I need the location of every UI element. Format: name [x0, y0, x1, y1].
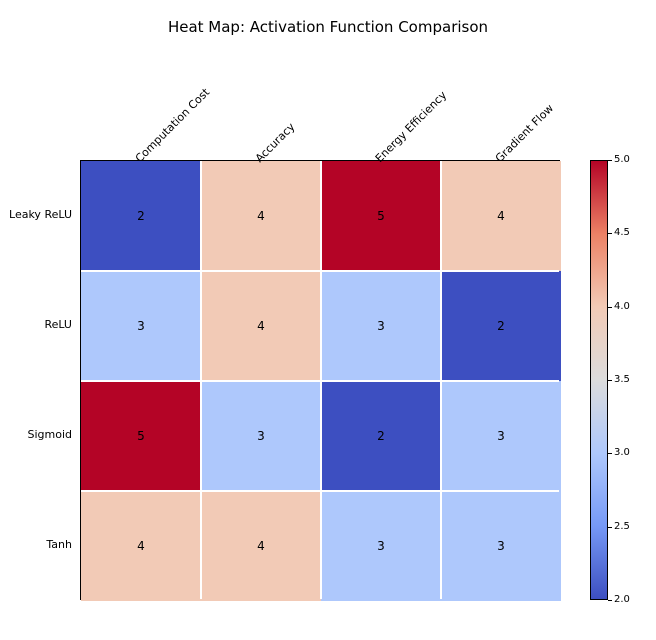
heatmap-cell: 3 — [81, 271, 201, 381]
colorbar-tick-mark — [608, 453, 612, 454]
y-tick-label: Leaky ReLU — [0, 208, 72, 221]
heatmap-cell: 3 — [441, 491, 561, 601]
heatmap-cell: 4 — [81, 491, 201, 601]
x-tick-label: Computation Cost — [133, 86, 212, 165]
heatmap-cell: 2 — [81, 161, 201, 271]
y-tick-label: ReLU — [0, 318, 72, 331]
heatmap-cell: 2 — [321, 381, 441, 491]
x-tick-label: Accuracy — [253, 120, 298, 165]
heatmap-cell: 4 — [201, 271, 321, 381]
y-tick-label: Sigmoid — [0, 428, 72, 441]
cell-separator — [440, 161, 442, 599]
heatmap-cell: 4 — [201, 491, 321, 601]
x-tick-label: Gradient Flow — [493, 102, 556, 165]
heatmap-cell: 5 — [321, 161, 441, 271]
heatmap-cell: 3 — [321, 491, 441, 601]
colorbar-tick-label: 4.0 — [614, 301, 630, 312]
colorbar-tick-label: 3.5 — [614, 374, 630, 385]
heatmap-cell: 4 — [441, 161, 561, 271]
colorbar-tick-label: 2.0 — [614, 594, 630, 605]
colorbar-tick-mark — [608, 307, 612, 308]
colorbar-tick-mark — [608, 233, 612, 234]
x-tick-label: Energy Efficiency — [373, 89, 449, 165]
colorbar-tick-mark — [608, 380, 612, 381]
colorbar-tick-mark — [608, 600, 612, 601]
colorbar-tick-label: 3.0 — [614, 447, 630, 458]
heatmap-cell: 2 — [441, 271, 561, 381]
heatmap-cell: 5 — [81, 381, 201, 491]
chart-title: Heat Map: Activation Function Comparison — [0, 18, 656, 36]
colorbar — [590, 160, 608, 600]
heatmap-plot: 2454343253234433 — [80, 160, 560, 600]
colorbar-tick-mark — [608, 160, 612, 161]
cell-separator — [200, 161, 202, 599]
colorbar-tick-label: 5.0 — [614, 154, 630, 165]
heatmap-cell: 3 — [201, 381, 321, 491]
colorbar-tick-mark — [608, 527, 612, 528]
heatmap-cell: 3 — [441, 381, 561, 491]
y-tick-label: Tanh — [0, 538, 72, 551]
heatmap-cell: 3 — [321, 271, 441, 381]
heatmap-cell: 4 — [201, 161, 321, 271]
colorbar-tick-label: 2.5 — [614, 521, 630, 532]
colorbar-tick-label: 4.5 — [614, 227, 630, 238]
cell-separator — [320, 161, 322, 599]
